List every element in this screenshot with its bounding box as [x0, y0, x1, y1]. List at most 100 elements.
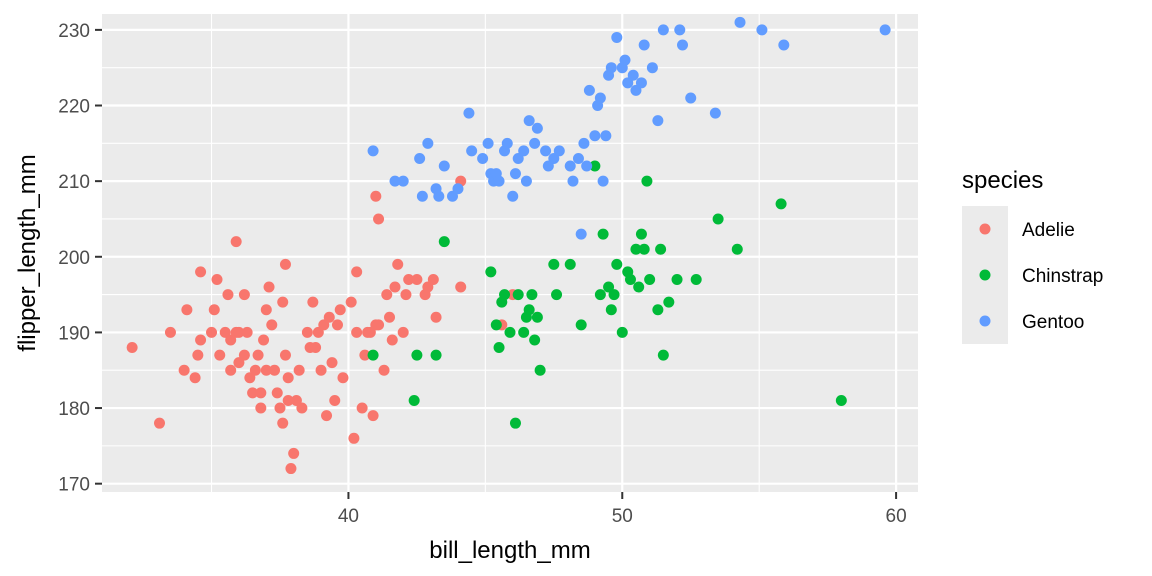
legend-key-chinstrap: [979, 269, 991, 281]
point-adelie: [318, 319, 330, 331]
point-gentoo: [548, 152, 560, 164]
point-gentoo: [589, 130, 601, 142]
point-chinstrap: [430, 349, 442, 361]
point-chinstrap: [531, 311, 543, 323]
point-adelie: [370, 190, 382, 202]
point-adelie: [255, 387, 267, 399]
y-axis: 170 180 190 200 210 220 230: [58, 21, 102, 496]
point-gentoo: [422, 137, 434, 149]
point-adelie: [126, 342, 138, 354]
point-adelie: [364, 326, 376, 338]
point-chinstrap: [534, 364, 546, 376]
point-chinstrap: [641, 175, 653, 187]
point-adelie: [315, 364, 327, 376]
point-gentoo: [542, 160, 554, 172]
point-chinstrap: [493, 342, 505, 354]
point-adelie: [195, 334, 207, 346]
point-gentoo: [531, 122, 543, 134]
point-chinstrap: [575, 319, 587, 331]
point-adelie: [334, 304, 346, 316]
point-gentoo: [622, 77, 634, 89]
point-adelie: [238, 349, 250, 361]
point-adelie: [266, 319, 278, 331]
point-adelie: [241, 326, 253, 338]
point-gentoo: [619, 54, 631, 66]
point-adelie: [233, 357, 245, 369]
point-adelie: [238, 289, 250, 301]
point-gentoo: [583, 84, 595, 96]
series-chinstrap: [367, 160, 847, 429]
point-gentoo: [463, 107, 475, 119]
y-tick-label: 200: [58, 248, 90, 269]
y-tick-label: 170: [58, 475, 90, 496]
point-adelie: [288, 447, 300, 459]
y-tick-label: 210: [58, 172, 90, 193]
point-chinstrap: [835, 394, 847, 406]
point-chinstrap: [526, 289, 538, 301]
point-chinstrap: [671, 273, 683, 285]
point-adelie: [195, 266, 207, 278]
point-adelie: [285, 463, 297, 475]
point-gentoo: [501, 137, 513, 149]
point-adelie: [154, 417, 166, 429]
point-gentoo: [611, 31, 623, 43]
point-adelie: [252, 349, 264, 361]
point-gentoo: [518, 145, 530, 157]
x-axis-title: bill_length_mm: [429, 537, 590, 564]
point-adelie: [422, 281, 434, 293]
point-adelie: [359, 349, 371, 361]
point-adelie: [277, 417, 289, 429]
point-adelie: [260, 304, 272, 316]
point-gentoo: [657, 24, 669, 36]
point-adelie: [386, 334, 398, 346]
point-adelie: [192, 349, 204, 361]
point-gentoo: [630, 84, 642, 96]
point-adelie: [214, 349, 226, 361]
point-adelie: [282, 372, 294, 384]
point-adelie: [249, 364, 261, 376]
point-gentoo: [438, 160, 450, 172]
point-chinstrap: [635, 228, 647, 240]
point-chinstrap: [499, 289, 511, 301]
point-chinstrap: [564, 258, 576, 270]
point-chinstrap: [644, 273, 656, 285]
point-gentoo: [627, 69, 639, 81]
point-chinstrap: [630, 243, 642, 255]
point-adelie: [260, 364, 272, 376]
point-chinstrap: [518, 326, 530, 338]
x-tick-label: 60: [886, 506, 907, 527]
point-adelie: [293, 364, 305, 376]
point-adelie: [356, 402, 368, 414]
point-chinstrap: [638, 243, 650, 255]
point-adelie: [329, 394, 341, 406]
point-adelie: [219, 326, 231, 338]
point-chinstrap: [624, 273, 636, 285]
point-gentoo: [477, 152, 489, 164]
point-gentoo: [389, 175, 401, 187]
point-adelie: [211, 273, 223, 285]
legend-item-chinstrap: Chinstrap: [979, 266, 1103, 287]
point-gentoo: [677, 39, 689, 51]
point-gentoo: [520, 175, 532, 187]
y-tick-label: 220: [58, 97, 90, 118]
point-adelie: [269, 364, 281, 376]
point-adelie: [392, 258, 404, 270]
point-adelie: [411, 273, 423, 285]
point-gentoo: [523, 115, 535, 127]
point-adelie: [181, 304, 193, 316]
point-adelie: [277, 296, 289, 308]
point-chinstrap: [605, 304, 617, 316]
point-gentoo: [466, 145, 478, 157]
point-gentoo: [567, 175, 579, 187]
point-chinstrap: [594, 289, 606, 301]
legend-label: Gentoo: [1022, 312, 1084, 333]
point-gentoo: [507, 190, 519, 202]
point-adelie: [164, 326, 176, 338]
legend-item-adelie: Adelie: [979, 220, 1075, 241]
point-gentoo: [594, 92, 606, 104]
point-adelie: [389, 281, 401, 293]
point-adelie: [310, 342, 322, 354]
data-points: [126, 16, 891, 475]
point-gentoo: [540, 145, 552, 157]
point-gentoo: [578, 137, 590, 149]
